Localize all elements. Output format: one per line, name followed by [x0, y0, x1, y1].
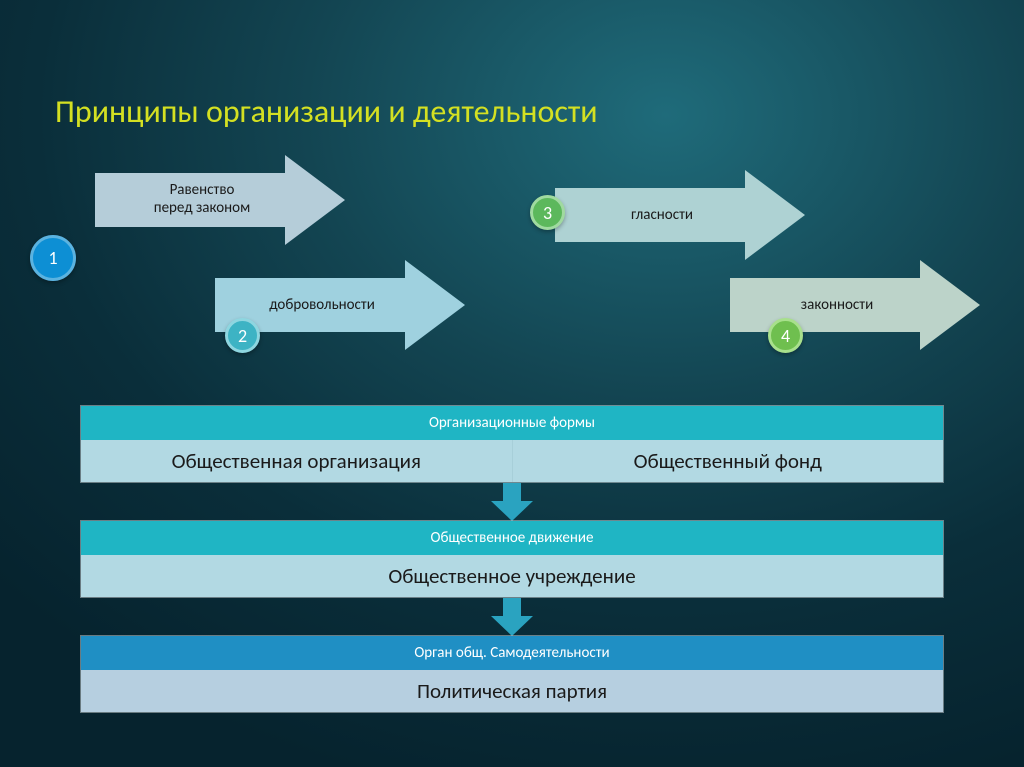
principle-label-3: гласности [537, 206, 787, 224]
principle-arrow-1: Равенствоперед законом [95, 155, 345, 245]
principle-label-2: добровольности [197, 296, 447, 314]
flow-body-2: Общественное учреждение [81, 555, 943, 597]
flow-header-1: Организационные формы [81, 406, 943, 440]
slide-title: Принципы организации и деятельности [55, 92, 598, 131]
flow-header-2: Общественное движение [81, 521, 943, 555]
principle-number-2: 2 [225, 318, 260, 353]
flow-block-1: Организационные формы Общественная орган… [80, 405, 944, 483]
flow-block-2: Общественное движение Общественное учреж… [80, 520, 944, 598]
principle-number-3: 3 [530, 195, 565, 230]
flow-block-3: Орган общ. Самодеятельности Политическая… [80, 635, 944, 713]
flow-cell-1b: Общественный фонд [513, 440, 944, 482]
principle-number-1: 1 [30, 235, 76, 281]
principle-number-4: 4 [768, 318, 803, 353]
flow-header-3: Орган общ. Самодеятельности [81, 636, 943, 670]
flow-body-3: Политическая партия [81, 670, 943, 712]
principle-arrow-3: гласности [555, 170, 805, 260]
principle-label-1: Равенствоперед законом [77, 181, 327, 217]
flow-cell-1a: Общественная организация [81, 440, 513, 482]
principle-label-4: законности [712, 296, 962, 314]
